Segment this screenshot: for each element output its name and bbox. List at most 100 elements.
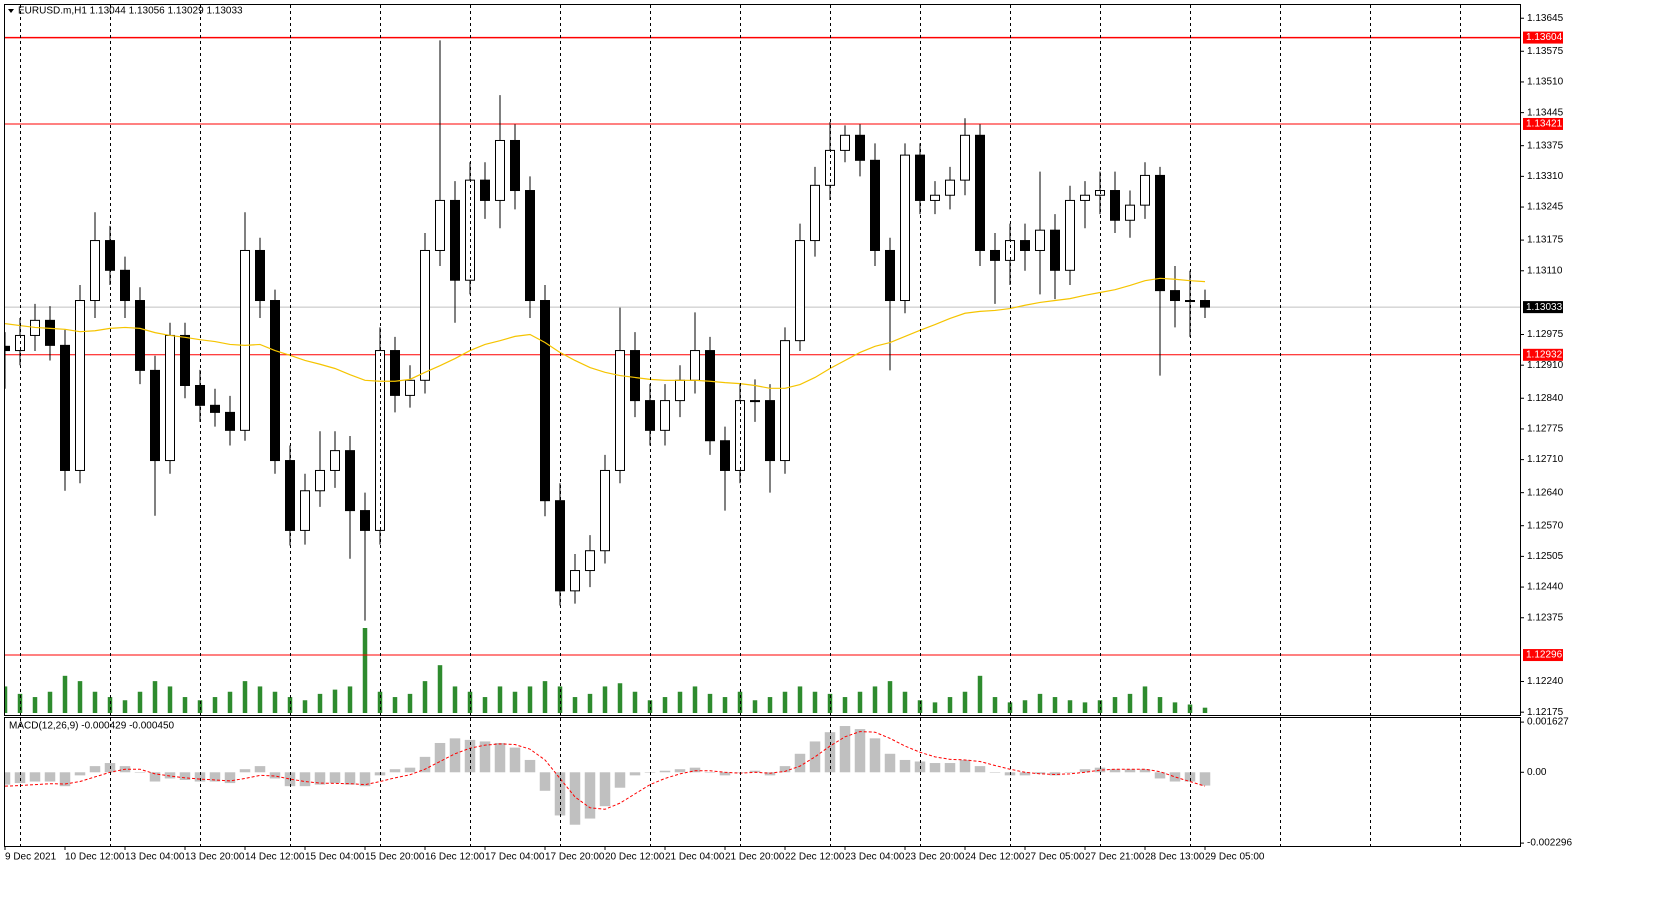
- candle-body: [1020, 240, 1030, 251]
- volume-bar: [1202, 707, 1208, 713]
- volume-bar: [917, 700, 923, 713]
- candle-body: [300, 490, 310, 531]
- macd-bar: [344, 772, 356, 785]
- volume-bar: [107, 697, 113, 713]
- price-label-bg: [1523, 301, 1563, 314]
- macd-bar: [419, 756, 431, 773]
- volume-bar: [452, 686, 458, 713]
- main-panel: [4, 4, 1521, 716]
- y-tick-label: 1.12175: [1527, 707, 1564, 718]
- y-tick-label: 1.13175: [1527, 235, 1564, 246]
- macd-bar: [239, 769, 251, 773]
- level-label: 1.13421: [1526, 119, 1563, 130]
- macd-title: MACD(12,26,9) -0.000429 -0.000450: [9, 721, 175, 732]
- macd-bar: [59, 772, 71, 787]
- candle-body: [495, 139, 505, 201]
- macd-bar: [629, 772, 641, 776]
- x-tick-label: 9 Dec 2021: [5, 852, 57, 863]
- volume-bar: [1022, 700, 1028, 713]
- volume-bar: [212, 697, 218, 713]
- macd-bar: [974, 766, 986, 773]
- candle-body: [375, 350, 385, 531]
- volume-bar: [587, 693, 593, 713]
- candle-body: [1050, 229, 1060, 271]
- x-tick-label: 15 Dec 20:00: [365, 852, 425, 863]
- y-tick-label: 1.12570: [1527, 520, 1564, 531]
- candle-body: [570, 570, 580, 592]
- macd-bar: [299, 772, 311, 787]
- macd-bar: [749, 770, 761, 773]
- menu-triangle[interactable]: [8, 9, 14, 13]
- candle-body: [210, 404, 220, 413]
- level-label-bg: [1523, 649, 1563, 662]
- x-tick-label: 24 Dec 12:00: [965, 852, 1025, 863]
- volume-bar: [647, 700, 653, 713]
- macd-bar: [1199, 772, 1211, 786]
- volume-bar: [722, 697, 728, 713]
- level-label-bg: [1523, 117, 1563, 130]
- candle-body: [1155, 174, 1165, 292]
- macd-bar: [494, 742, 506, 773]
- level-label-bg: [1523, 31, 1563, 44]
- volume-bar: [977, 675, 983, 713]
- y-tick-label: 1.12640: [1527, 487, 1564, 498]
- candle-body: [285, 460, 295, 531]
- volume-bar: [32, 697, 38, 713]
- x-tick-label: 10 Dec 12:00: [65, 852, 125, 863]
- candle-body: [975, 134, 985, 251]
- volume-bar: [5, 686, 8, 713]
- volume-bar: [152, 681, 158, 713]
- macd-bar: [44, 772, 56, 782]
- x-tick-label: 20 Dec 12:00: [605, 852, 665, 863]
- macd-bar: [1139, 769, 1151, 773]
- candle-body: [150, 369, 160, 462]
- macd-bar: [614, 772, 626, 788]
- volume-bar: [407, 693, 413, 713]
- volume-bar: [992, 697, 998, 713]
- macd-bar: [14, 772, 26, 784]
- candle-body: [405, 379, 415, 396]
- candle-body: [315, 469, 325, 492]
- candle-body: [885, 249, 895, 302]
- volume-bar: [1127, 693, 1133, 713]
- volume-bar: [137, 691, 143, 713]
- volume-bar: [812, 691, 818, 713]
- candle-body: [345, 450, 355, 512]
- candle-body: [60, 344, 70, 471]
- y-tick-label: 1.12840: [1527, 393, 1564, 404]
- candle-body: [225, 411, 235, 431]
- volume-bar: [947, 697, 953, 713]
- candle-body: [1065, 199, 1075, 271]
- candle-body: [450, 199, 460, 281]
- y-tick-label: 1.13445: [1527, 107, 1564, 118]
- macd-bar: [1124, 769, 1136, 773]
- x-tick-label: 16 Dec 12:00: [425, 852, 485, 863]
- x-tick-label: 21 Dec 20:00: [725, 852, 785, 863]
- candle-body: [900, 154, 910, 302]
- volume-bar: [392, 697, 398, 713]
- macd-bar: [5, 772, 11, 785]
- candle-body: [960, 134, 970, 181]
- volume-bar: [1082, 702, 1088, 713]
- macd-bar: [1109, 769, 1121, 773]
- macd-bar: [1034, 772, 1046, 774]
- macd-bar: [674, 769, 686, 773]
- x-tick-label: 27 Dec 05:00: [1025, 852, 1085, 863]
- candle-body: [75, 300, 85, 471]
- macd-bar: [209, 772, 221, 782]
- candle-body: [810, 184, 820, 242]
- volume-bar: [122, 700, 128, 713]
- candle-body: [1200, 300, 1210, 308]
- y-tick-label: 1.13575: [1527, 46, 1564, 57]
- macd-bar: [569, 772, 581, 825]
- level-label: 1.13604: [1526, 32, 1563, 43]
- candle-body: [615, 350, 625, 471]
- y-tick-label: 1.13110: [1527, 265, 1563, 276]
- macd-bar: [404, 767, 416, 773]
- candle-body: [90, 240, 100, 302]
- candle-body: [630, 350, 640, 402]
- volume-bar: [707, 693, 713, 713]
- candle-body: [780, 340, 790, 462]
- macd-bar: [524, 759, 536, 773]
- x-tick-label: 13 Dec 04:00: [125, 852, 185, 863]
